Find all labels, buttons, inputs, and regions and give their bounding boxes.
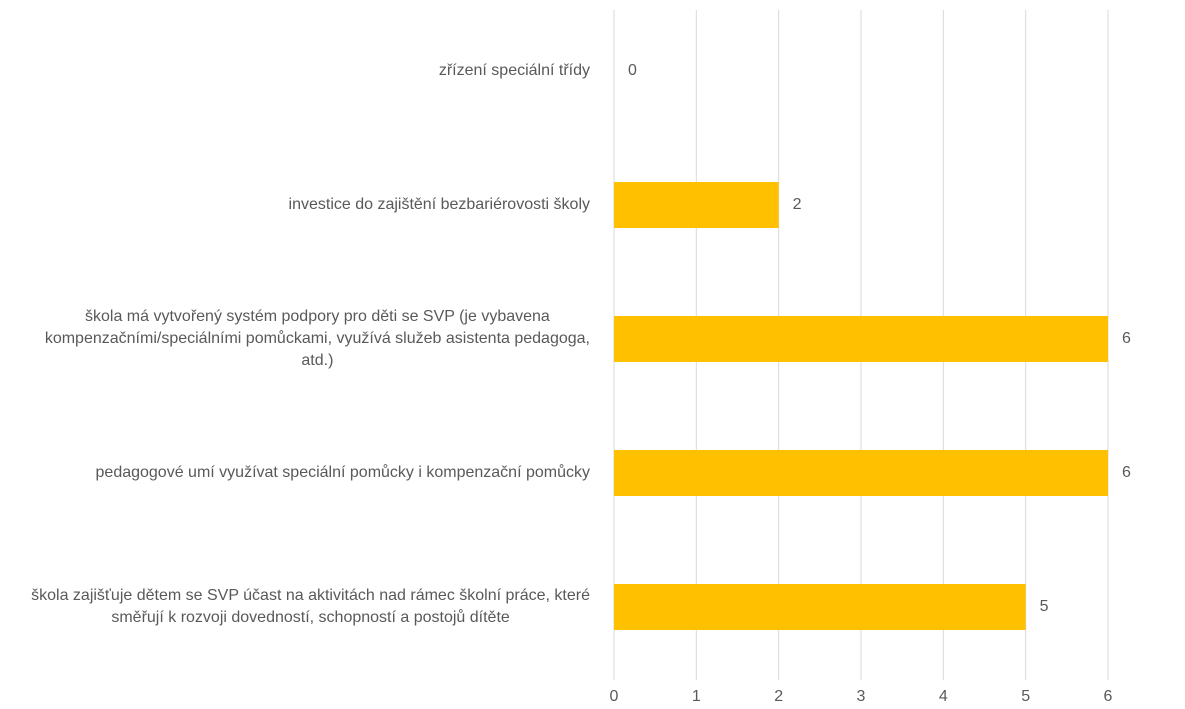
x-tick-label: 0 [610,688,619,705]
x-tick-label: 2 [774,688,783,705]
bar [614,316,1108,362]
x-tick-label: 5 [1021,688,1030,705]
value-label: 5 [1040,598,1049,615]
x-tick-label: 1 [692,688,701,705]
bar [614,450,1108,496]
value-label: 0 [628,62,637,79]
bar [614,584,1026,630]
bar [614,182,779,228]
x-tick-label: 6 [1104,688,1113,705]
category-label: pedagogové umí využívat speciální pomůck… [96,463,590,481]
x-tick-label: 3 [857,688,866,705]
x-tick-label: 4 [939,688,948,705]
category-label: investice do zajištění bezbariérovosti š… [289,196,590,213]
category-label: škola má vytvořený systém podpory pro dě… [45,308,590,369]
category-label: zřízení speciální třídy [439,62,590,79]
value-label: 2 [793,196,802,213]
value-label: 6 [1122,464,1131,481]
category-label: škola zajišťuje dětem se SVP účast na ak… [31,587,590,626]
value-label: 6 [1122,330,1131,347]
